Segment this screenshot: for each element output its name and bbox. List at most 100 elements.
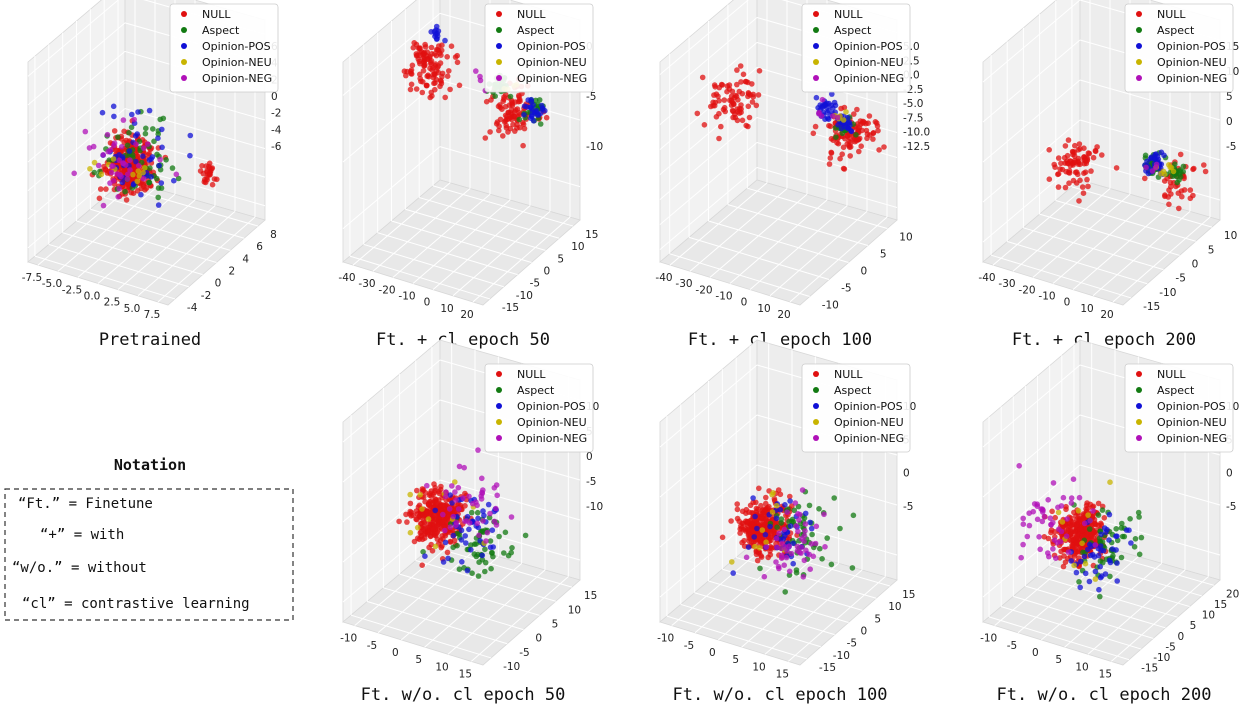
data-point [464,513,471,520]
x-tick-label: 10 [440,303,453,315]
grid-line [1013,595,1154,639]
x-tick-label: -20 [378,284,395,296]
data-point [448,43,455,49]
data-point [1071,562,1077,569]
data-point [1071,509,1077,516]
data-point [754,557,761,564]
legend-frame [801,363,911,453]
grid-line [27,165,126,249]
legend-frame [484,3,594,93]
legend-marker [181,27,187,33]
data-point [849,565,856,571]
data-point [778,520,784,526]
grid-line [471,576,569,662]
data-point [475,515,481,522]
legend-marker [496,11,502,17]
grid-line [424,562,522,648]
legend-label: Aspect [1157,384,1195,397]
data-point [461,464,467,471]
data-point [443,489,449,495]
data-point [209,181,216,188]
data-point [494,492,500,499]
data-point [1127,516,1133,522]
data-point [827,155,834,161]
data-point [745,93,751,100]
grid-line [1032,193,1131,278]
grid-line [982,364,1081,448]
legend-frame [169,3,279,93]
legend-marker [1136,403,1142,409]
data-point [1164,175,1170,182]
data-point [423,82,430,89]
data-point [124,176,131,182]
data-point [1093,522,1099,528]
data-point [476,559,482,565]
data-point [716,135,722,142]
x-tick-label: 0 [392,647,399,659]
data-point [1179,193,1185,200]
x-tick-label: -10 [398,291,415,303]
x-tick-label: -40 [655,272,672,284]
data-point [825,116,832,122]
y-tick-label: -10 [1159,287,1176,299]
y-tick-label: -15 [1143,301,1160,313]
y-tick-label: 4 [242,253,249,265]
y-tick-label: -15 [1141,663,1158,675]
legend-marker [813,11,819,17]
data-point [209,165,216,171]
data-point [1072,159,1078,166]
data-point [1046,553,1052,560]
data-point [428,29,434,35]
data-point [203,163,209,169]
data-point [773,559,779,565]
grid-line [342,399,441,483]
data-point [736,88,743,95]
data-point [446,68,452,74]
data-point [109,163,115,169]
data-point [1201,162,1207,168]
data-point [818,113,825,119]
data-point [740,71,747,78]
data-point [1177,169,1184,175]
data-point [801,557,808,564]
data-point [134,178,141,185]
data-point [419,506,425,512]
data-point [120,117,127,123]
z-tick-label: 0 [271,91,278,103]
data-point [827,123,834,130]
data-point [159,144,165,151]
grid-line [405,208,546,251]
data-point [103,186,109,192]
data-point [128,124,135,131]
data-point [1087,552,1094,559]
legend: NULL Aspect Opinion-POS Opinion-NEU Opinion-… [1124,363,1234,453]
data-point [854,106,860,113]
data-point [484,529,491,536]
notation-line-wo: “w/o.” = without [12,560,147,576]
data-point [1095,545,1102,552]
data-point [851,111,857,117]
grid-line [756,167,898,208]
data-point [462,503,468,509]
data-point [142,165,148,171]
data-point [821,511,827,518]
data-point [501,550,507,556]
legend: NULL Aspect Opinion-POS Opinion-NEU Opinion-… [169,3,279,93]
data-point [1149,168,1156,174]
data-point [839,151,845,157]
data-point [876,147,882,153]
data-point [413,86,420,92]
data-point [757,565,763,572]
z-tick-label: -5 [903,501,913,513]
data-point [726,86,733,92]
data-point [807,566,813,572]
grid-line [48,243,189,288]
data-point [1068,495,1075,501]
data-point [864,135,870,142]
data-point [429,51,435,57]
data-point [745,123,751,130]
series-opinion-pos [813,91,855,135]
data-point [111,140,118,146]
y-tick-label: -5 [847,638,857,650]
data-point [1055,184,1062,190]
